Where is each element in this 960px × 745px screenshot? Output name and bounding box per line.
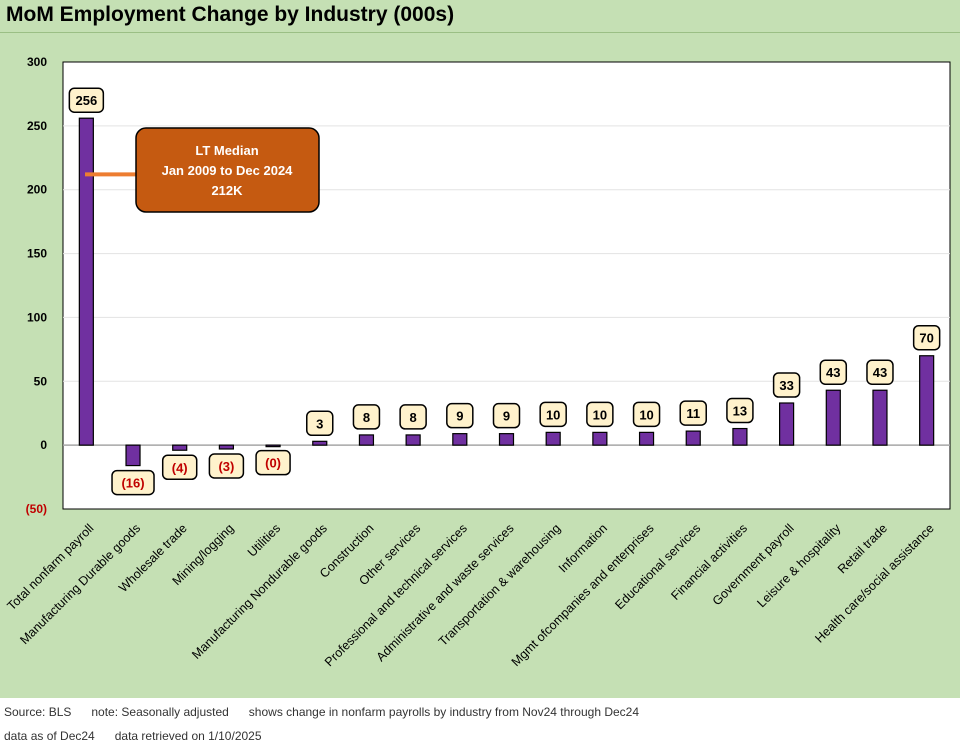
bar — [545, 431, 561, 446]
data-label: 43 — [873, 365, 887, 380]
data-label-box — [726, 397, 754, 424]
y-tick-label: 300 — [27, 55, 47, 69]
data-label-box — [912, 324, 941, 351]
data-label: 256 — [75, 93, 97, 108]
data-label: 13 — [733, 404, 747, 419]
x-tick-label: Leisure & hospitality — [754, 521, 844, 611]
bar — [452, 433, 468, 446]
y-tick-label: 150 — [27, 247, 47, 261]
data-label-box — [399, 404, 427, 430]
data-label: 8 — [410, 410, 417, 425]
x-tick-label: Government payroll — [710, 521, 797, 608]
data-label: 43 — [826, 365, 840, 380]
median-callout-text: LT Median — [195, 143, 258, 158]
bar — [872, 389, 888, 446]
bar — [358, 434, 375, 446]
data-label: 10 — [593, 407, 607, 422]
data-label: (0) — [265, 456, 281, 471]
data-label-box — [632, 401, 661, 428]
bar — [779, 402, 795, 446]
data-label-box — [68, 87, 105, 113]
bar — [592, 431, 608, 446]
bar — [78, 117, 94, 446]
data-label-box — [586, 401, 614, 428]
data-label-box — [255, 449, 291, 476]
data-label: 9 — [456, 409, 463, 424]
y-tick-label: 0 — [40, 438, 47, 452]
data-label-box — [492, 402, 521, 429]
data-label: (16) — [121, 476, 144, 491]
data-label: (4) — [172, 460, 188, 475]
data-label: 10 — [639, 407, 653, 422]
x-tick-label: Educational services — [612, 521, 703, 612]
bar — [312, 440, 328, 446]
x-tick-label: Total nonfarm payroll — [5, 521, 97, 613]
data-label: 3 — [316, 416, 323, 431]
bar — [125, 444, 141, 467]
y-tick-label: 50 — [34, 374, 48, 388]
bar — [405, 434, 421, 446]
data-label-box — [446, 402, 474, 429]
bar — [172, 444, 188, 451]
bar — [498, 433, 515, 446]
chart-title: MoM Employment Change by Industry (000s) — [6, 3, 455, 26]
bar — [218, 444, 234, 450]
y-tick-label: (50) — [26, 502, 47, 516]
y-tick-label: 250 — [27, 119, 47, 133]
bar — [685, 430, 701, 446]
title-bar: MoM Employment Change by Industry (000s) — [0, 0, 960, 33]
footer-data-date: data as of Dec24 data retrieved on 1/10/… — [4, 729, 262, 743]
data-label-box — [679, 400, 707, 426]
bar — [265, 444, 281, 448]
data-label: 33 — [779, 378, 793, 393]
data-label-box — [772, 372, 801, 398]
data-label-box — [161, 454, 198, 481]
data-label: 8 — [363, 410, 370, 425]
data-label: 70 — [919, 331, 933, 346]
data-label-box — [208, 453, 245, 479]
data-label: 9 — [503, 409, 510, 424]
data-label-box — [819, 359, 848, 385]
data-label: (3) — [218, 459, 234, 474]
bar — [638, 431, 655, 446]
data-label-box — [866, 359, 894, 385]
data-label: 10 — [546, 407, 560, 422]
footer: Source: BLS note: Seasonally adjusted sh… — [0, 698, 960, 745]
median-callout-text: 212K — [211, 183, 243, 198]
data-label-box — [352, 404, 381, 430]
chart-area: 300 250 200 150 100 50 0 (50) 256 (16) (4) (3) (0) 3 8… — [0, 33, 960, 698]
y-tick-label: 100 — [27, 310, 47, 324]
data-label: 11 — [686, 406, 700, 421]
x-tick-label: Utilities — [245, 521, 283, 559]
y-tick-label: 200 — [27, 183, 47, 197]
bar — [919, 355, 935, 446]
median-callout-text: Jan 2009 to Dec 2024 — [162, 163, 294, 178]
median-callout-box — [135, 127, 320, 213]
bar-chart: 300 250 200 150 100 50 0 (50) 256 (16) (4) (3) (0) 3 8… — [5, 55, 951, 669]
bar — [825, 389, 841, 446]
footer-source-note: Source: BLS note: Seasonally adjusted sh… — [4, 705, 640, 719]
data-label-box — [539, 401, 567, 428]
bar — [732, 427, 748, 446]
data-label-box — [306, 410, 334, 437]
data-label-box — [111, 469, 155, 496]
